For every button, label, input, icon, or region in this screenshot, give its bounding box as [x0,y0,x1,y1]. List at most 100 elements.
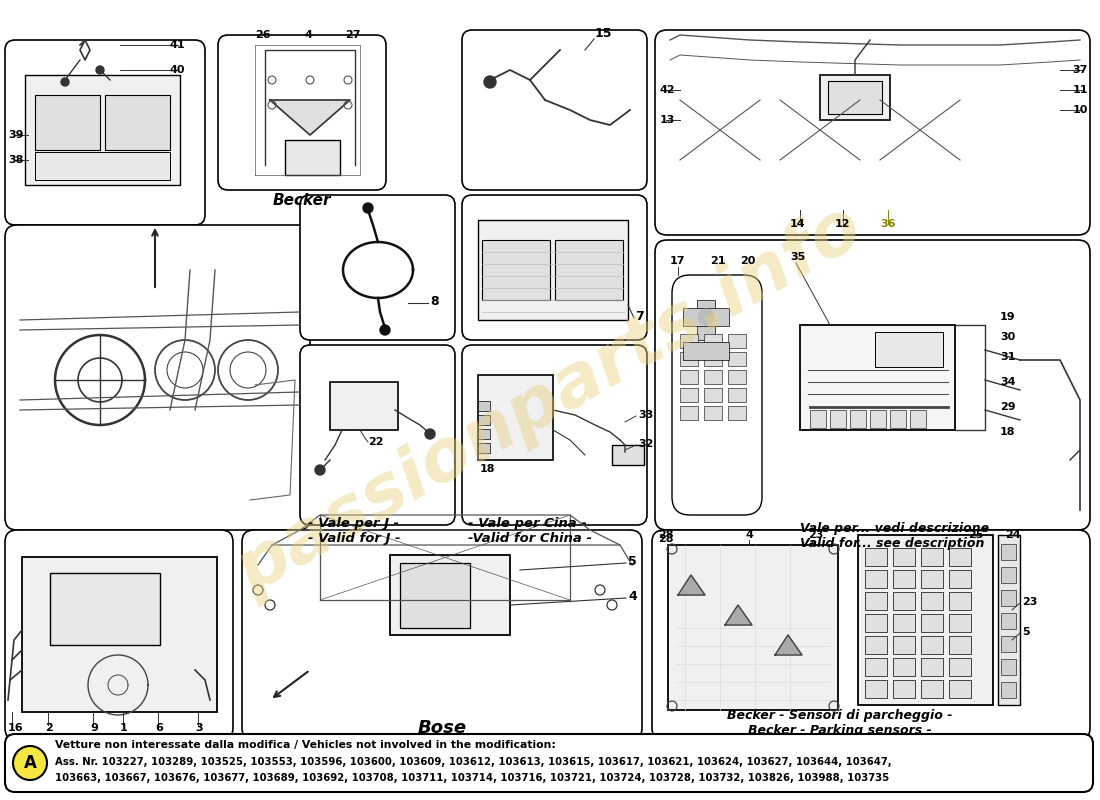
Text: 28: 28 [658,530,673,540]
Text: Becker: Becker [273,193,331,208]
Circle shape [363,203,373,213]
Bar [668,545,838,710]
Text: - Vale per Cina -
-Valid for China -: - Vale per Cina - -Valid for China - [468,517,592,545]
Bar [921,680,943,698]
Text: 33: 33 [638,410,653,420]
Bar [865,570,887,588]
Bar [870,410,886,428]
Bar [728,352,746,366]
Bar [704,370,722,384]
Bar [556,240,623,300]
Bar [921,614,943,632]
Bar [1001,567,1016,583]
Bar [680,388,698,402]
Bar [893,592,915,610]
Bar [810,410,826,428]
Bar [697,300,715,340]
Bar [820,75,890,120]
Text: 17: 17 [670,256,685,266]
Text: 21: 21 [710,256,726,266]
Bar [612,445,643,465]
Text: Becker - Sensori di parcheggio -
Becker - Parking sensors -: Becker - Sensori di parcheggio - Becker … [727,709,953,737]
Text: 39: 39 [8,130,23,140]
Text: 26: 26 [255,30,271,40]
FancyBboxPatch shape [6,530,233,740]
Text: 8: 8 [430,295,439,308]
Bar [910,410,926,428]
Bar [390,555,510,635]
Bar [35,95,100,150]
Bar [949,658,971,676]
FancyBboxPatch shape [672,275,762,515]
Text: 15: 15 [595,27,613,40]
Bar [828,81,882,114]
Text: 41: 41 [169,40,185,50]
Bar [683,342,729,360]
Bar [704,352,722,366]
Bar [683,308,729,326]
Bar [704,406,722,420]
Bar [50,573,160,645]
FancyBboxPatch shape [300,345,455,525]
Bar [285,140,340,175]
Text: 31: 31 [1000,352,1015,362]
Text: - Vale per J -
- Valid for J -: - Vale per J - - Valid for J - [308,517,400,545]
Circle shape [425,429,435,439]
Bar [865,680,887,698]
Bar [728,334,746,348]
Circle shape [13,746,47,780]
Text: Vetture non interessate dalla modifica / Vehicles not involved in the modificati: Vetture non interessate dalla modifica /… [55,740,556,750]
Bar [478,401,490,411]
Text: 18: 18 [480,464,495,474]
Bar [478,415,490,425]
Polygon shape [678,575,705,595]
Text: 27: 27 [345,30,361,40]
Text: 30: 30 [1000,332,1015,342]
Bar [893,614,915,632]
Bar [1001,659,1016,675]
Bar [893,636,915,654]
Bar [865,548,887,566]
Text: 23: 23 [808,530,824,540]
Bar [680,334,698,348]
Text: 4: 4 [628,590,637,603]
FancyBboxPatch shape [652,530,1090,740]
Bar [478,220,628,320]
Text: 7: 7 [635,310,643,323]
Bar [680,370,698,384]
Bar [949,570,971,588]
Bar [921,548,943,566]
Text: 4: 4 [304,30,312,40]
Bar [1001,682,1016,698]
Bar [893,570,915,588]
Bar [921,636,943,654]
Text: 42: 42 [660,85,675,95]
Text: passionparts.info: passionparts.info [226,193,875,607]
Text: 103663, 103667, 103676, 103677, 103689, 103692, 103708, 103711, 103714, 103716, : 103663, 103667, 103676, 103677, 103689, … [55,773,889,783]
Bar [921,658,943,676]
Circle shape [698,309,714,325]
Text: 23: 23 [1022,597,1037,607]
FancyBboxPatch shape [462,30,647,190]
Text: 35: 35 [790,252,805,262]
Polygon shape [270,100,350,135]
FancyBboxPatch shape [6,734,1093,792]
Bar [22,557,217,712]
Text: 40: 40 [169,65,185,75]
Bar [949,548,971,566]
FancyBboxPatch shape [218,35,386,190]
Bar [921,570,943,588]
Text: 2: 2 [45,723,53,733]
Bar [865,614,887,632]
Text: 4: 4 [745,530,752,540]
Text: 12: 12 [835,219,850,229]
Bar [478,375,553,460]
Polygon shape [725,605,752,625]
FancyBboxPatch shape [462,345,647,525]
Text: 20: 20 [740,256,756,266]
Text: 22: 22 [368,437,384,447]
Bar [893,548,915,566]
Bar [1001,590,1016,606]
Circle shape [379,325,390,335]
Bar [998,535,1020,705]
